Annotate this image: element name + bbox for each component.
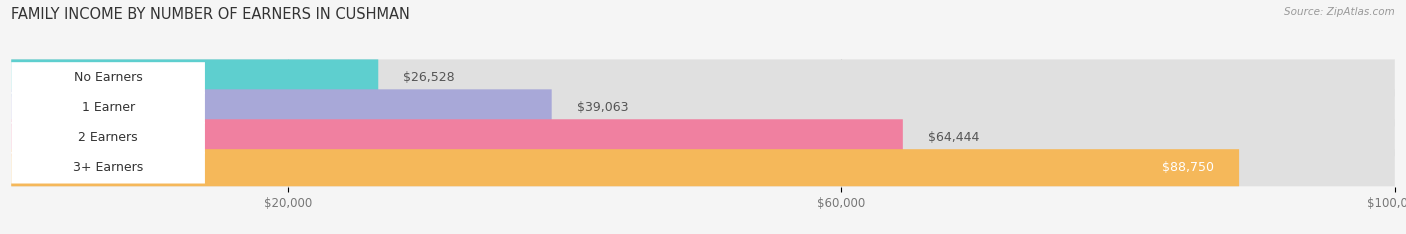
FancyBboxPatch shape <box>11 89 551 126</box>
FancyBboxPatch shape <box>11 149 1239 186</box>
Text: $39,063: $39,063 <box>576 101 628 114</box>
Text: Source: ZipAtlas.com: Source: ZipAtlas.com <box>1284 7 1395 17</box>
FancyBboxPatch shape <box>11 89 1395 126</box>
Text: $64,444: $64,444 <box>928 131 979 144</box>
FancyBboxPatch shape <box>11 152 205 183</box>
FancyBboxPatch shape <box>11 59 378 96</box>
Text: $26,528: $26,528 <box>404 71 454 84</box>
Text: $88,750: $88,750 <box>1163 161 1215 174</box>
FancyBboxPatch shape <box>11 59 1395 96</box>
FancyBboxPatch shape <box>11 92 205 124</box>
Text: 2 Earners: 2 Earners <box>79 131 138 144</box>
FancyBboxPatch shape <box>11 119 1395 156</box>
FancyBboxPatch shape <box>11 149 1395 186</box>
Text: 3+ Earners: 3+ Earners <box>73 161 143 174</box>
FancyBboxPatch shape <box>11 62 205 94</box>
Text: No Earners: No Earners <box>73 71 142 84</box>
Text: FAMILY INCOME BY NUMBER OF EARNERS IN CUSHMAN: FAMILY INCOME BY NUMBER OF EARNERS IN CU… <box>11 7 411 22</box>
FancyBboxPatch shape <box>11 122 205 154</box>
Text: 1 Earner: 1 Earner <box>82 101 135 114</box>
FancyBboxPatch shape <box>11 119 903 156</box>
